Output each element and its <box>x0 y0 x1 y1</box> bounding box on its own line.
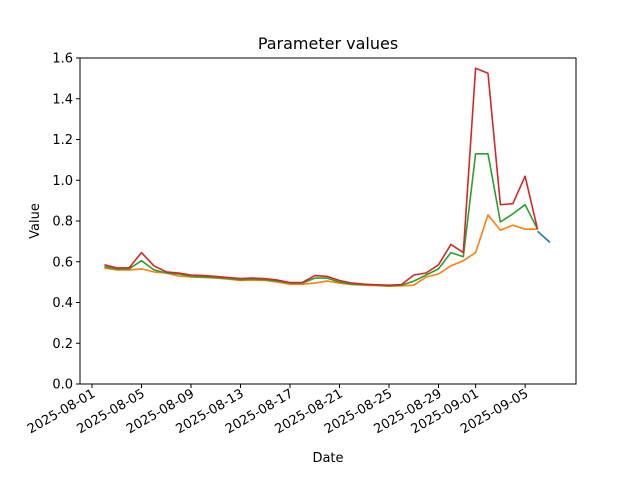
series-line-4 <box>536 230 551 243</box>
y-tick-label: 0.6 <box>52 255 73 270</box>
y-tick-label: 1.2 <box>52 133 73 148</box>
y-tick-label: 0.0 <box>52 378 73 393</box>
series-lines <box>104 67 551 288</box>
series-line-3 <box>104 67 539 287</box>
series-line-2 <box>104 153 539 287</box>
y-axis-label: Value <box>28 203 43 239</box>
y-tick-label: 0.2 <box>52 337 73 352</box>
x-axis: 2025-08-012025-08-052025-08-092025-08-13… <box>25 384 531 437</box>
y-tick-label: 0.8 <box>52 215 73 230</box>
y-axis: 0.0 0.2 0.4 0.6 0.8 1.0 1.2 1.4 1.6 <box>52 52 80 393</box>
y-tick-label: 0.4 <box>52 296 73 311</box>
y-tick-label: 1.6 <box>52 52 73 67</box>
chart-title: Parameter values <box>258 34 398 53</box>
series-line-1 <box>104 214 538 288</box>
y-tick-label: 1.4 <box>52 92 73 107</box>
x-axis-label: Date <box>312 451 343 466</box>
y-tick-label: 1.0 <box>52 174 73 189</box>
